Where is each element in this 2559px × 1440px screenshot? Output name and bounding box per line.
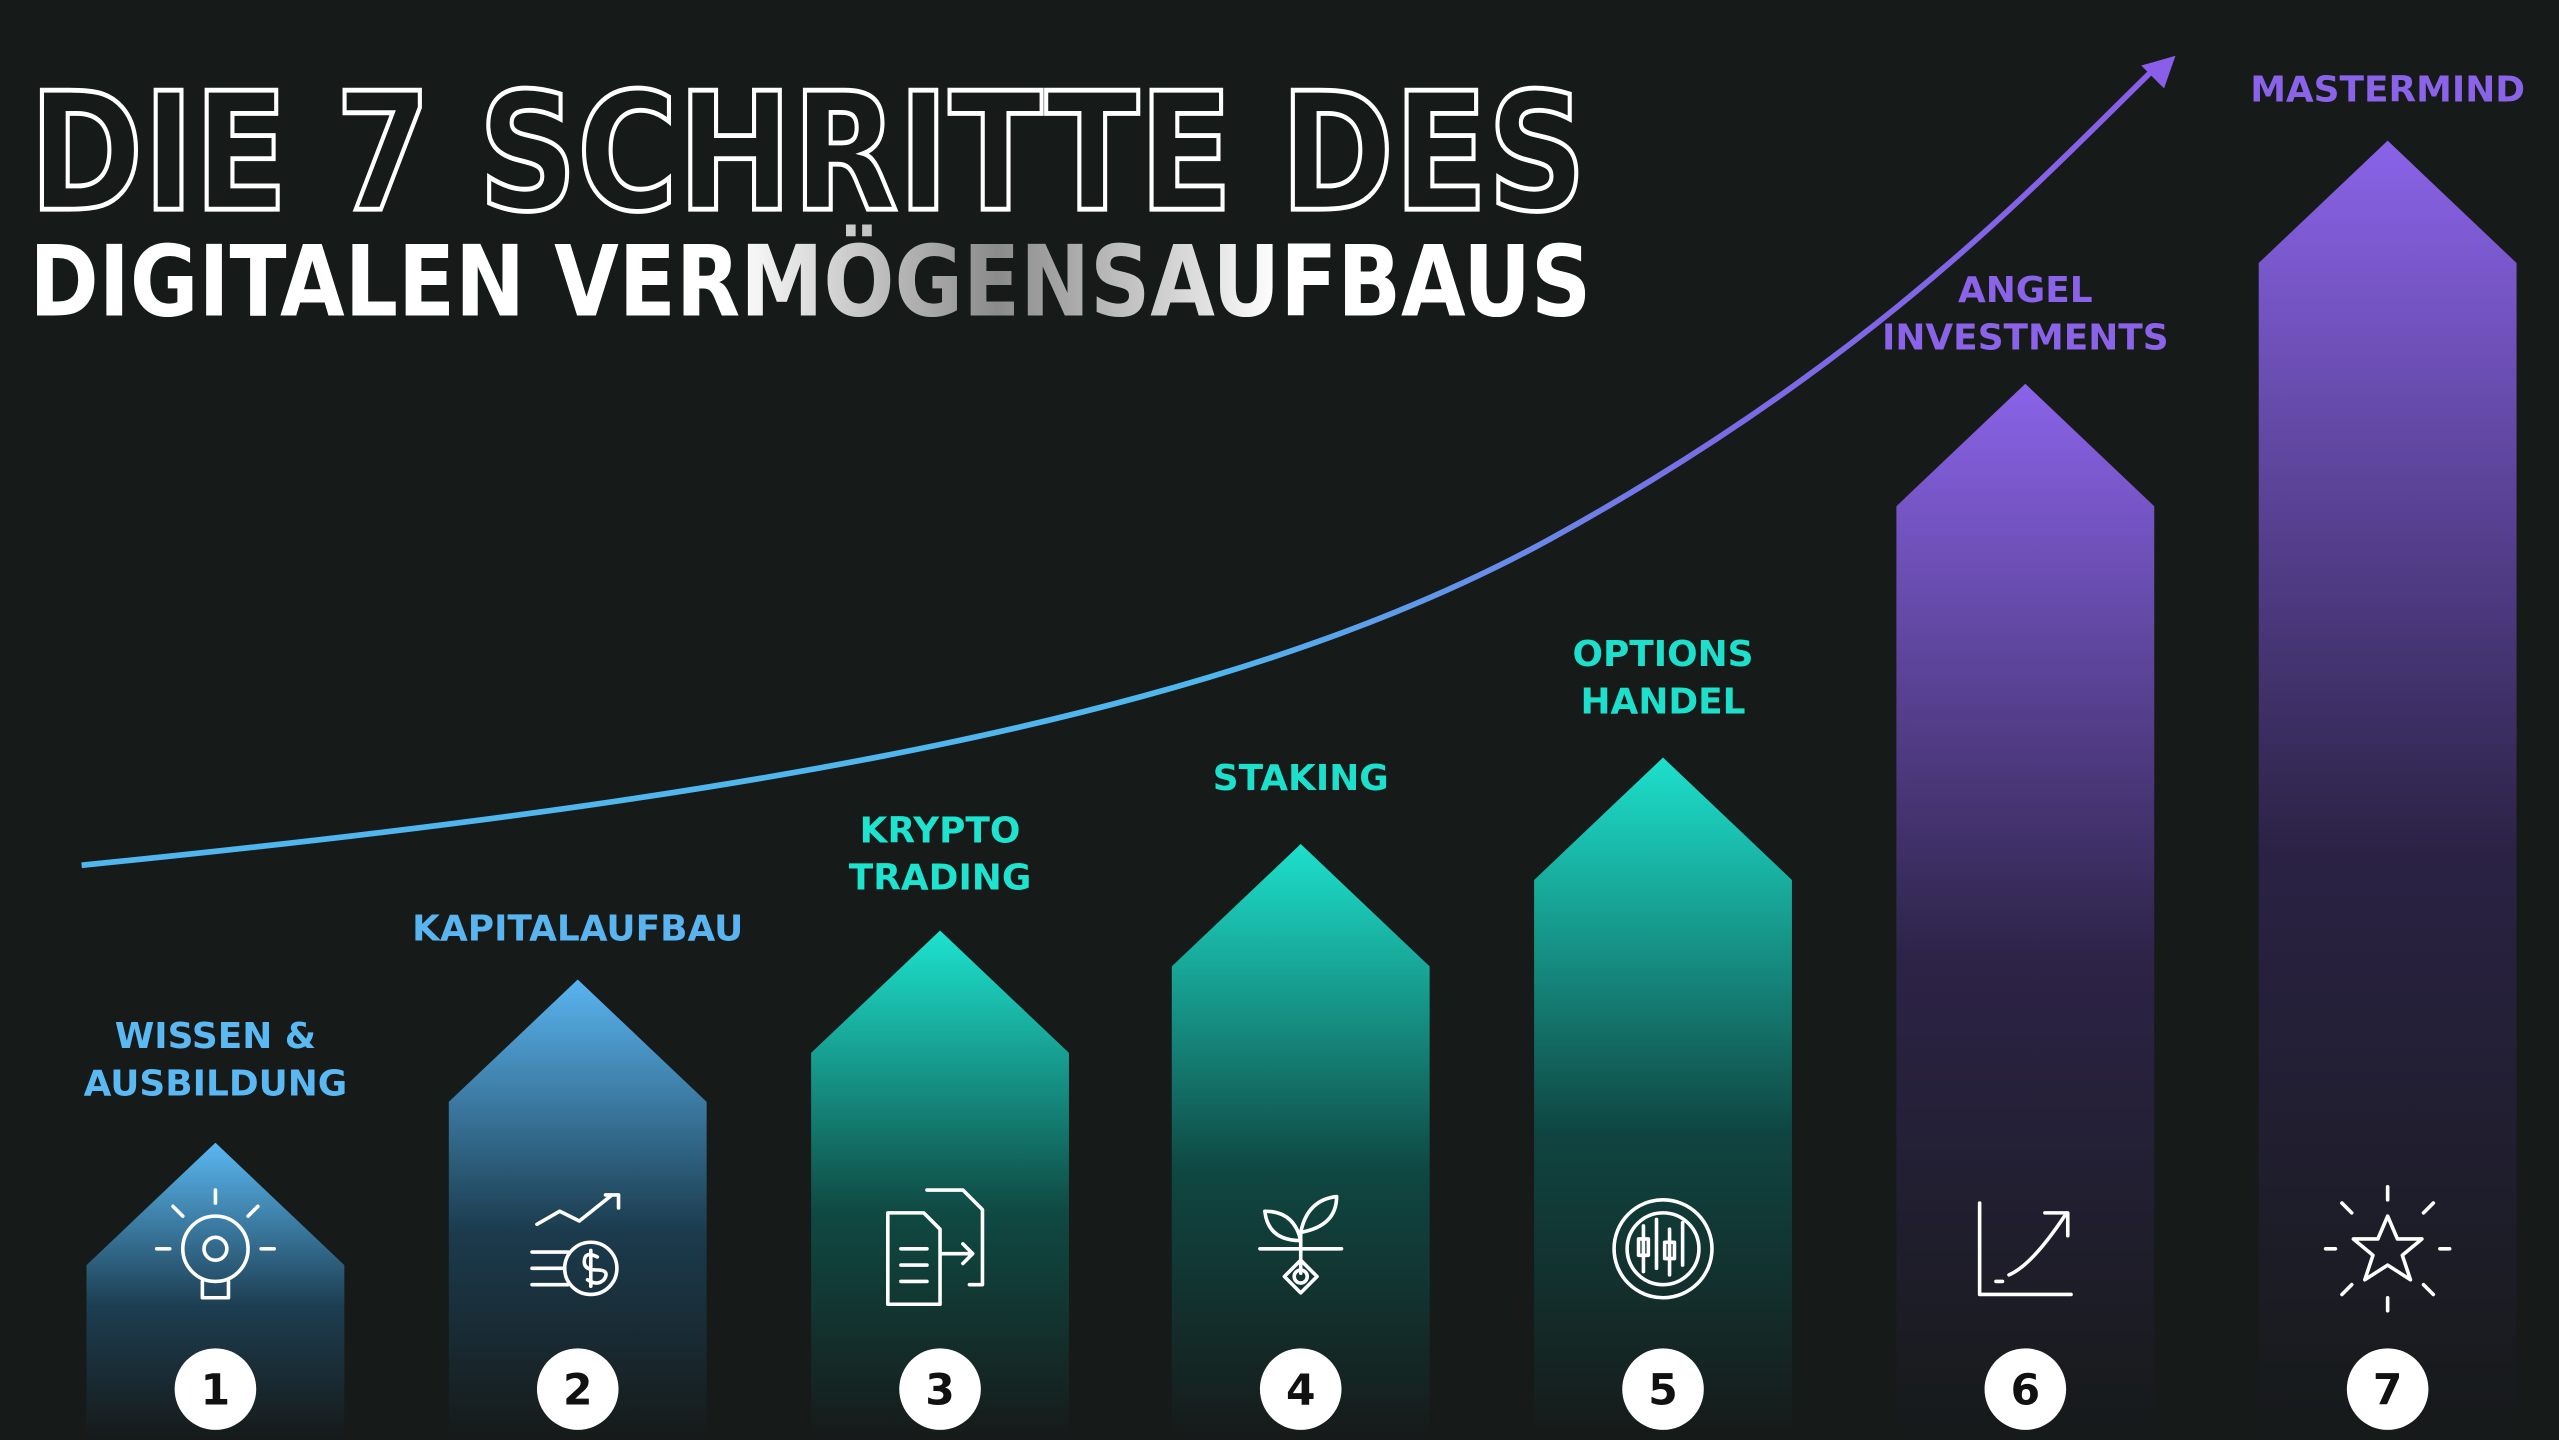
step-label: OPTIONS [1572,634,1753,675]
step: STAKING 4 [1171,758,1430,1440]
icon-stroke [1258,1194,1344,1295]
step-number: 1 [201,1366,231,1415]
number-badge [1984,1348,2067,1430]
step-arrow [811,930,1069,1440]
number-badge [174,1348,257,1430]
number-badge [1622,1348,1704,1430]
number-badge [2346,1348,2429,1430]
icon-stroke [2323,1184,2452,1313]
step: MASTERMIND 7 [2250,69,2525,1440]
step-number: 4 [1286,1366,1316,1415]
number-badge [1259,1348,1342,1430]
icon-stroke [180,1214,250,1284]
step-label: KRYPTO [860,810,1021,851]
step-arrow [448,979,707,1440]
step-arrow [1896,383,2155,1440]
step-number: 7 [2373,1366,2403,1415]
step-label: ANGEL [1958,270,2093,311]
title-line-1: DIE 7 SCHRITTE DES [29,59,1586,248]
step-label: STAKING [1213,758,1389,799]
step: WISSEN & AUSBILDUNG 1 [84,1016,348,1440]
step-arrow [2258,140,2517,1440]
step-number: 2 [563,1366,593,1415]
step: KRYPTO TRADING 3 [811,810,1069,1440]
number-badge [536,1348,619,1430]
icon-stroke [1625,1211,1701,1287]
step-arrow [1171,844,1430,1440]
step-label: HANDEL [1581,681,1746,722]
icon-stroke [1292,1268,1310,1285]
step-number: 3 [925,1366,955,1415]
growth-curve [81,66,2157,869]
icon-stroke [1636,1217,1685,1277]
icon-stroke [202,1235,229,1262]
step-label: TRADING [849,858,1032,899]
icon-stroke [886,1188,985,1307]
title-line-2: DIGITALEN VERMÖGENSAUFBAUS [29,223,1591,339]
step-label: AUSBILDUNG [84,1063,348,1104]
step-number: 5 [1648,1366,1678,1415]
icon-stroke [1612,1198,1714,1300]
step: KAPITALAUFBAU 2 [412,908,743,1440]
curve-arrowhead [2141,55,2176,89]
icon-stroke [154,1188,276,1300]
step: ANGEL INVESTMENTS 6 [1882,270,2169,1440]
step-label: WISSEN & [115,1016,316,1057]
step-label: MASTERMIND [2250,69,2525,110]
step-arrow [86,1142,345,1440]
step-label: KAPITALAUFBAU [412,908,743,949]
step-number: 6 [2011,1366,2041,1415]
icon-stroke [1977,1201,2073,1297]
step-label: INVESTMENTS [1882,318,2169,359]
number-badge [899,1348,981,1430]
icon-stroke [530,1193,621,1289]
step-arrow [1534,757,1792,1440]
step: OPTIONS HANDEL 5 [1534,634,1792,1440]
